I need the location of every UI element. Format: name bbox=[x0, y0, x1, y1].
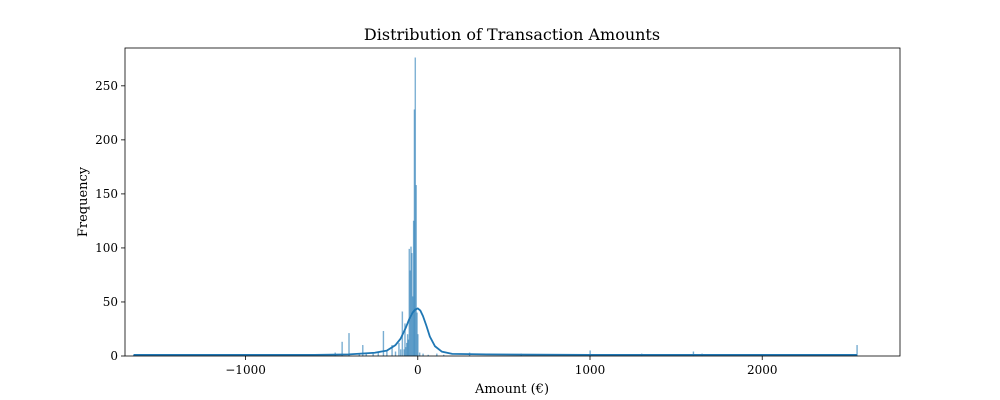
plot-frame bbox=[124, 47, 901, 357]
histogram-bar bbox=[398, 342, 400, 357]
x-tick-label: 0 bbox=[414, 363, 422, 377]
kde-line bbox=[133, 307, 857, 356]
histogram-bar bbox=[399, 349, 402, 357]
histogram-bar bbox=[417, 334, 419, 357]
y-axis-label: Frequency bbox=[76, 166, 91, 237]
y-tick-label: 50 bbox=[103, 295, 118, 309]
y-axis-ticks: 0 50 100 150 200 250 bbox=[95, 79, 125, 363]
y-tick-label: 150 bbox=[95, 187, 118, 201]
x-axis-label: Amount (€) bbox=[474, 382, 549, 397]
x-tick-label: 2000 bbox=[747, 363, 778, 377]
histogram-bar bbox=[382, 330, 385, 357]
y-tick-label: 0 bbox=[110, 349, 118, 363]
chart-title: Distribution of Transaction Amounts bbox=[364, 25, 660, 44]
histogram-bar bbox=[418, 352, 421, 357]
histogram-bar bbox=[394, 351, 397, 357]
x-axis-ticks: −1000 0 1000 2000 bbox=[225, 356, 777, 377]
x-tick-label: 1000 bbox=[575, 363, 606, 377]
y-tick-label: 200 bbox=[95, 133, 118, 147]
histogram-bar bbox=[348, 333, 350, 357]
y-tick-label: 100 bbox=[95, 241, 118, 255]
y-tick-label: 250 bbox=[95, 79, 118, 93]
histogram-bars bbox=[133, 57, 858, 357]
x-tick-label: −1000 bbox=[225, 363, 266, 377]
